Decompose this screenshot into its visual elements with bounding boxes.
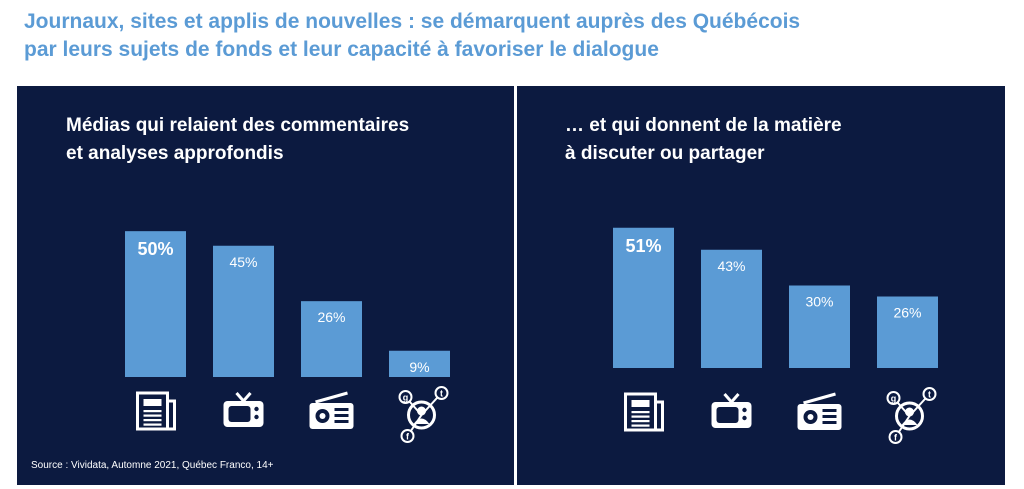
- page-title-line-2: par leurs sujets de fonds et leur capaci…: [24, 38, 659, 61]
- bar-4: [389, 350, 450, 377]
- tv-icon: [711, 393, 752, 428]
- bar-2: [213, 245, 274, 377]
- svg-text:g: g: [403, 393, 409, 403]
- bar-3: [789, 285, 850, 368]
- page-title: Journaux, sites et applis de nouvelles :…: [24, 8, 1004, 64]
- radio-icon: [309, 391, 354, 429]
- bar-chart-left: 50% 45% 26% 9% g t f: [125, 231, 450, 443]
- data-label-2: 45%: [229, 254, 257, 270]
- social-media-icon: g t f: [886, 387, 937, 444]
- bar-3: [301, 301, 362, 377]
- bar-4: [877, 296, 938, 368]
- data-label-1: 51%: [625, 236, 661, 256]
- newspaper-icon: [624, 392, 664, 432]
- svg-text:f: f: [406, 432, 410, 442]
- svg-text:t: t: [440, 389, 443, 399]
- chart-panel-left: Médias qui relaient des commentaires et …: [17, 86, 514, 485]
- source-note: Source : Vividata, Automne 2021, Québec …: [31, 460, 274, 471]
- svg-text:g: g: [891, 394, 897, 404]
- chart-title-left: Médias qui relaient des commentaires et …: [66, 112, 409, 168]
- data-label-4: 26%: [893, 305, 921, 321]
- chart-title-right-line-1: … et qui donnent de la matière: [565, 115, 842, 136]
- tv-icon: [223, 392, 264, 427]
- chart-title-left-line-1: Médias qui relaient des commentaires: [66, 115, 410, 136]
- bar-1: [125, 231, 186, 377]
- svg-text:t: t: [928, 390, 931, 400]
- bar-1: [613, 227, 674, 368]
- bar-chart-right: 51% 43% 30% 26% g t f: [613, 227, 938, 444]
- data-label-1: 50%: [137, 239, 173, 259]
- bar-2: [701, 249, 762, 368]
- data-label-3: 30%: [805, 294, 833, 310]
- radio-icon: [797, 392, 842, 430]
- newspaper-icon: [136, 391, 176, 431]
- chart-title-right: … et qui donnent de la matière à discute…: [565, 112, 842, 168]
- data-label-3: 26%: [317, 309, 345, 325]
- social-media-icon: g t f: [398, 386, 449, 443]
- page-title-line-1: Journaux, sites et applis de nouvelles :…: [24, 10, 801, 33]
- chart-title-right-line-2: à discuter ou partager: [565, 143, 765, 164]
- svg-text:f: f: [894, 433, 898, 443]
- data-label-4: 9%: [409, 359, 429, 375]
- data-label-2: 43%: [717, 258, 745, 274]
- chart-title-left-line-2: et analyses approfondis: [66, 143, 284, 164]
- chart-panel-right: … et qui donnent de la matière à discute…: [517, 86, 1005, 485]
